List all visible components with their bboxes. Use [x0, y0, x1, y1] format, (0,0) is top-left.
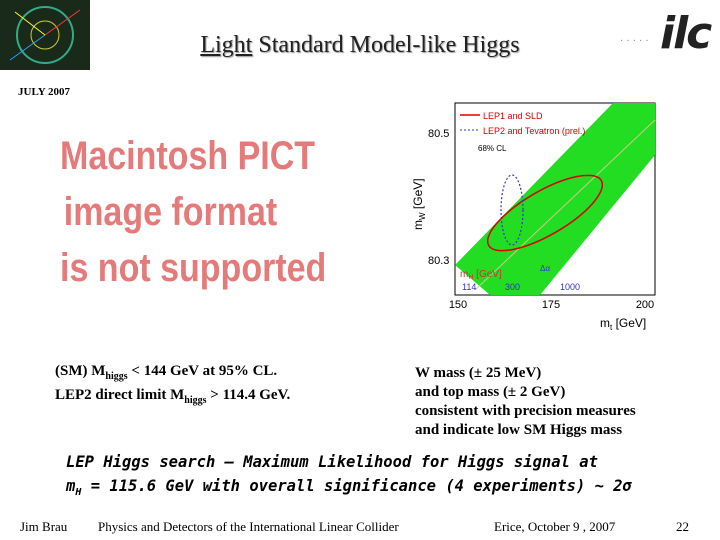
date: JULY 2007 — [18, 86, 71, 98]
left-line: LEP2 direct limit Mhiggs > 114.4 GeV. — [55, 386, 290, 410]
x-axis-label: mt [GeV] — [600, 316, 646, 332]
text-part: LEP2 direct limit M — [55, 387, 185, 403]
legend-label: 68% CL — [478, 144, 507, 153]
left-line: (SM) Mhiggs < 144 GeV at 95% CL. — [55, 362, 290, 386]
slide-title: Light Standard Model-like Higgs — [0, 32, 720, 59]
bottom-line: LEP Higgs search – Maximum Likelihood fo… — [66, 453, 598, 471]
right-line: consistent with precision measures — [415, 403, 636, 419]
delta-label: Δα — [540, 264, 550, 273]
text-part: H — [75, 487, 82, 499]
x-tick-label: 150 — [449, 299, 467, 311]
placeholder-line: is not supported — [60, 246, 327, 290]
text-part: m — [411, 220, 425, 230]
x-tick-label: 200 — [636, 299, 654, 311]
text-part: higgs — [105, 371, 128, 382]
text-part: m — [600, 316, 610, 330]
bottom-text: LEP Higgs search – Maximum Likelihood fo… — [66, 450, 632, 505]
text-part: m — [66, 477, 76, 495]
bottom-line: mH = 115.6 GeV with overall significance… — [66, 474, 632, 505]
left-text: (SM) Mhiggs < 144 GeV at 95% CL. LEP2 di… — [55, 362, 290, 410]
text-part: H — [468, 274, 473, 281]
band-line — [474, 119, 656, 291]
legend-label: LEP2 and Tevatron (prel.) — [483, 126, 585, 136]
text-part: W — [418, 212, 427, 220]
text-part: t — [610, 323, 613, 332]
band — [455, 103, 655, 295]
title-underlined: Light — [200, 32, 253, 58]
placeholder-line: Macintosh PICT — [60, 134, 316, 178]
text-part: > 114.4 GeV. — [206, 387, 291, 403]
title-rest: Standard Model-like Higgs — [252, 32, 520, 58]
pict-placeholder: Macintosh PICT image format is not suppo… — [60, 128, 327, 296]
event-display — [0, 0, 90, 70]
mh-tick: 1000 — [560, 282, 580, 292]
page-number: 22 — [676, 519, 689, 534]
right-line: W mass (± 25 MeV) — [415, 365, 542, 381]
mh-tick: 300 — [505, 282, 520, 292]
footer-author: Jim Brau — [20, 519, 68, 534]
legend-label: LEP1 and SLD — [483, 111, 543, 121]
right-line: and top mass (± 2 GeV) — [415, 384, 566, 400]
y-axis-label: mW [GeV] — [411, 178, 427, 230]
x-tick-label: 175 — [542, 299, 560, 311]
y-tick-label: 80.3 — [428, 255, 449, 267]
logo: ilc — [660, 8, 712, 59]
mh-tick: 114 — [462, 282, 476, 292]
ellipse-lep1 — [500, 174, 524, 246]
footer-venue: Erice, October 9 , 2007 — [494, 519, 616, 534]
mh-label: mH [GeV] — [460, 269, 502, 281]
text-part: higgs — [184, 395, 207, 406]
text-part: [GeV] — [612, 316, 646, 330]
text-part: [GeV] — [411, 178, 425, 212]
right-text: W mass (± 25 MeV) and top mass (± 2 GeV)… — [415, 364, 636, 440]
dots: ····· — [620, 36, 652, 47]
right-line: and indicate low SM Higgs mass — [415, 422, 623, 438]
y-tick-label: 80.5 — [428, 128, 449, 140]
ellipse-lep2 — [486, 174, 604, 252]
text-part: m — [460, 269, 468, 280]
placeholder-line: image format — [63, 190, 278, 234]
footer-talk: Physics and Detectors of the Internation… — [98, 519, 399, 534]
text-part: = 115.6 GeV with overall significance (4… — [81, 477, 632, 495]
text-part: (SM) M — [55, 363, 106, 379]
text-part: < 144 GeV at 95% CL. — [127, 363, 278, 379]
figure: LEP1 and SLD LEP2 and Tevatron (prel.) 6… — [411, 102, 656, 332]
text-part: [GeV] — [473, 269, 502, 280]
